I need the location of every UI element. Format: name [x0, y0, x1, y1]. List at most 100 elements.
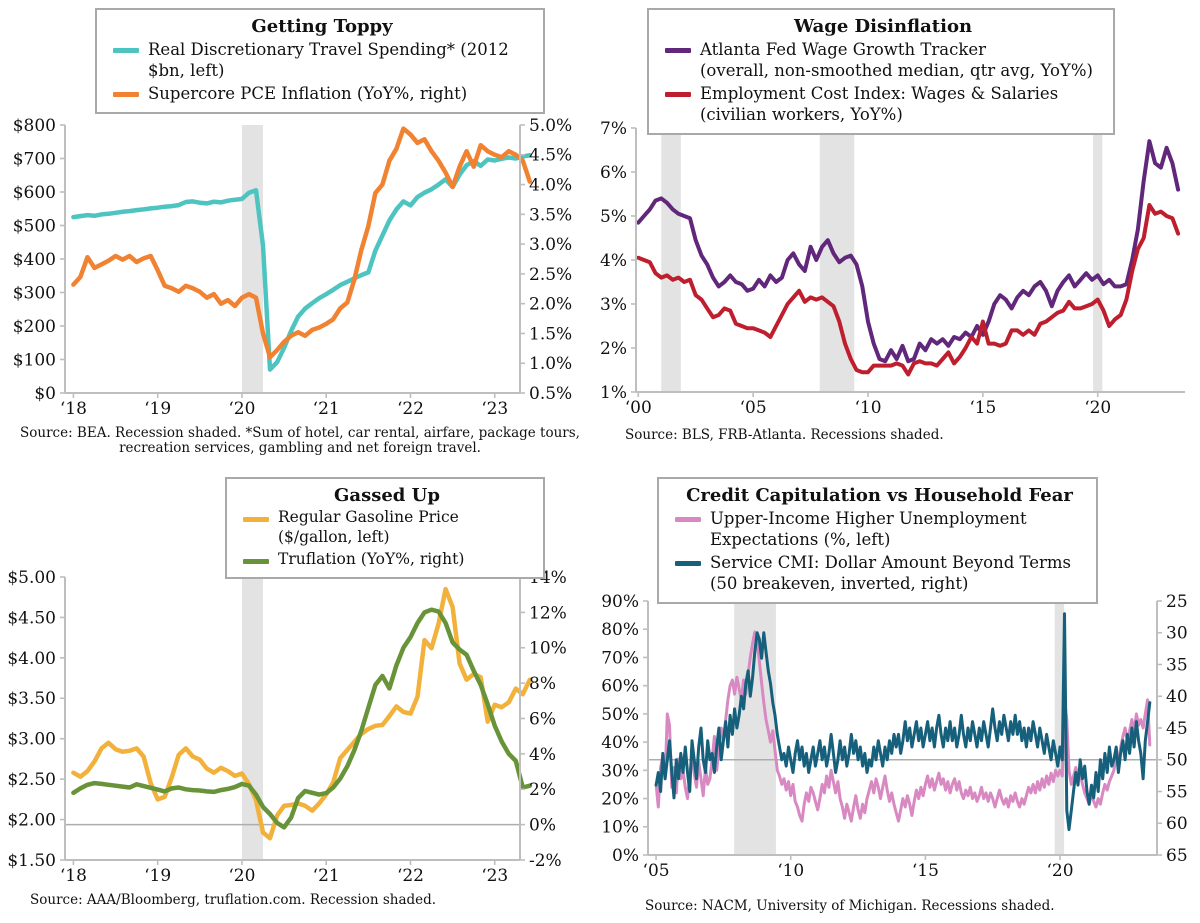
svg-text:$4.00: $4.00	[7, 649, 56, 669]
svg-text:4.0%: 4.0%	[529, 176, 572, 196]
svg-text:5.0%: 5.0%	[529, 116, 572, 136]
chart-title: Wage Disinflation	[793, 16, 973, 37]
svg-text:70%: 70%	[601, 648, 639, 668]
line-marker-icon	[675, 561, 701, 567]
svg-text:50: 50	[1166, 751, 1188, 771]
legend-item: Truflation (YoY%, right)	[241, 550, 533, 570]
legend-item: Upper-Income Higher Unemployment Expecta…	[673, 508, 1086, 550]
legend-box-wage-disinflation: Wage Disinflation Atlanta Fed Wage Growt…	[647, 8, 1115, 136]
recession-bands	[241, 125, 264, 393]
svg-text:‘21: ‘21	[313, 399, 340, 419]
source-note: Source: NACM, University of Michigan. Re…	[645, 898, 1055, 914]
svg-text:$500: $500	[13, 216, 56, 236]
series-line-right	[71, 607, 533, 830]
svg-text:$200: $200	[13, 317, 56, 337]
series-line-left	[636, 203, 1181, 377]
svg-text:‘19: ‘19	[144, 866, 171, 886]
svg-text:10%: 10%	[601, 818, 639, 838]
svg-text:‘18: ‘18	[60, 399, 87, 419]
line-marker-icon	[113, 92, 139, 98]
chart-canvas-getting-toppy: $0 $100 $200 $300 $400 $500 $600 $700 $800 0.5% 1.…	[13, 116, 572, 419]
svg-text:90%: 90%	[601, 592, 639, 612]
svg-text:12%: 12%	[529, 603, 567, 623]
svg-text:‘05: ‘05	[740, 398, 767, 418]
svg-text:40%: 40%	[601, 733, 639, 753]
chart-title: Gassed Up	[334, 485, 440, 506]
svg-text:‘00: ‘00	[625, 398, 652, 418]
svg-text:1%: 1%	[600, 383, 627, 403]
svg-text:-2%: -2%	[529, 851, 562, 871]
svg-text:‘20: ‘20	[1084, 398, 1111, 418]
legend-label: Truflation (YoY%, right)	[278, 549, 465, 568]
legend-item: Real Discretionary Travel Spending* (201…	[111, 39, 533, 81]
legend-item: Supercore PCE Inflation (YoY%, right)	[111, 83, 533, 104]
legend-label: Employment Cost Index: Wages & Salaries …	[700, 84, 1059, 125]
svg-text:‘10: ‘10	[854, 398, 881, 418]
svg-text:0%: 0%	[612, 846, 639, 866]
chart-canvas-gassed-up: $1.50 $2.00 $2.50 $3.00 $3.50 $4.00 $4.50 $5.00…	[7, 568, 566, 886]
legend-label: Supercore PCE Inflation (YoY%, right)	[148, 84, 468, 104]
svg-text:$100: $100	[13, 350, 56, 370]
svg-text:3%: 3%	[600, 295, 627, 315]
source-note: Source: AAA/Bloomberg, truflation.com. R…	[30, 892, 437, 908]
legend-label: Upper-Income Higher Unemployment Expecta…	[710, 509, 1027, 550]
line-marker-icon	[665, 92, 691, 98]
axis-tick-labels: $1.50 $2.00 $2.50 $3.00 $3.50 $4.00 $4.50 $5.00…	[7, 568, 566, 886]
legend-box-getting-toppy: Getting Toppy Real Discretionary Travel …	[95, 8, 545, 115]
series-line-left	[71, 152, 533, 372]
chart-card-credit-capitulation: 0% 10% 20% 30% 40% 50% 60% 70% 80% 90% 25 30 35 40 45 5…	[600, 461, 1200, 923]
axes	[635, 128, 1185, 393]
svg-text:55: 55	[1166, 782, 1188, 802]
svg-text:7%: 7%	[600, 119, 627, 139]
axis-tick-labels: 1% 2% 3% 4% 5% 6% 7% ‘00 ‘05 ‘10 ‘15 ‘20	[600, 119, 1111, 418]
svg-text:6%: 6%	[600, 163, 627, 183]
recession-bands	[241, 577, 264, 860]
svg-text:$4.50: $4.50	[7, 608, 56, 628]
line-marker-icon	[665, 48, 691, 53]
svg-text:1.5%: 1.5%	[529, 324, 572, 344]
chart-card-wage-disinflation: 1% 2% 3% 4% 5% 6% 7% ‘00 ‘05 ‘10 ‘15 ‘20 Wage Disin…	[600, 0, 1200, 461]
svg-text:‘23: ‘23	[481, 866, 508, 886]
svg-text:$2.50: $2.50	[7, 770, 56, 790]
legend-item: Employment Cost Index: Wages & Salaries …	[663, 83, 1103, 125]
chart-title: Getting Toppy	[251, 16, 393, 37]
svg-text:‘19: ‘19	[144, 399, 171, 419]
series-line-right	[71, 126, 533, 360]
svg-text:4%: 4%	[529, 745, 556, 765]
svg-text:4.5%: 4.5%	[529, 146, 572, 166]
series-line-right	[654, 612, 1152, 832]
svg-text:50%: 50%	[601, 705, 639, 725]
svg-text:20%: 20%	[601, 790, 639, 810]
svg-text:60: 60	[1166, 814, 1188, 834]
series-line-left	[654, 630, 1152, 823]
svg-text:30: 30	[1166, 624, 1188, 644]
series-line-left	[636, 139, 1181, 364]
svg-text:0%: 0%	[529, 816, 556, 836]
svg-text:30%: 30%	[601, 761, 639, 781]
legend-box-credit-capitulation: Credit Capitulation vs Household Fear Up…	[657, 477, 1098, 605]
legend-label: Real Discretionary Travel Spending* (201…	[148, 40, 509, 81]
svg-text:$700: $700	[13, 149, 56, 169]
recession-bands	[661, 128, 1103, 392]
svg-text:45: 45	[1166, 719, 1188, 739]
line-marker-icon	[243, 517, 269, 522]
svg-text:1.0%: 1.0%	[529, 354, 572, 374]
svg-text:25: 25	[1166, 592, 1188, 612]
svg-text:‘18: ‘18	[60, 866, 87, 886]
chart-card-getting-toppy: $0 $100 $200 $300 $400 $500 $600 $700 $800 0.5% 1.…	[0, 0, 600, 461]
legend-item: Service CMI: Dollar Amount Beyond Terms …	[673, 552, 1086, 594]
svg-text:2%: 2%	[529, 780, 556, 800]
svg-text:2.5%: 2.5%	[529, 265, 572, 285]
svg-text:6%: 6%	[529, 709, 556, 729]
chart-title: Credit Capitulation vs Household Fear	[686, 485, 1073, 506]
chart-canvas-wage-disinflation: 1% 2% 3% 4% 5% 6% 7% ‘00 ‘05 ‘10 ‘15 ‘20	[600, 119, 1185, 418]
svg-text:‘23: ‘23	[481, 399, 508, 419]
svg-text:$400: $400	[13, 250, 56, 270]
svg-text:‘15: ‘15	[969, 398, 996, 418]
svg-text:‘20: ‘20	[1047, 861, 1074, 881]
svg-text:4%: 4%	[600, 251, 627, 271]
svg-text:‘20: ‘20	[228, 399, 255, 419]
chart-card-gassed-up: $1.50 $2.00 $2.50 $3.00 $3.50 $4.00 $4.50 $5.00…	[0, 461, 600, 923]
line-marker-icon	[675, 517, 701, 522]
